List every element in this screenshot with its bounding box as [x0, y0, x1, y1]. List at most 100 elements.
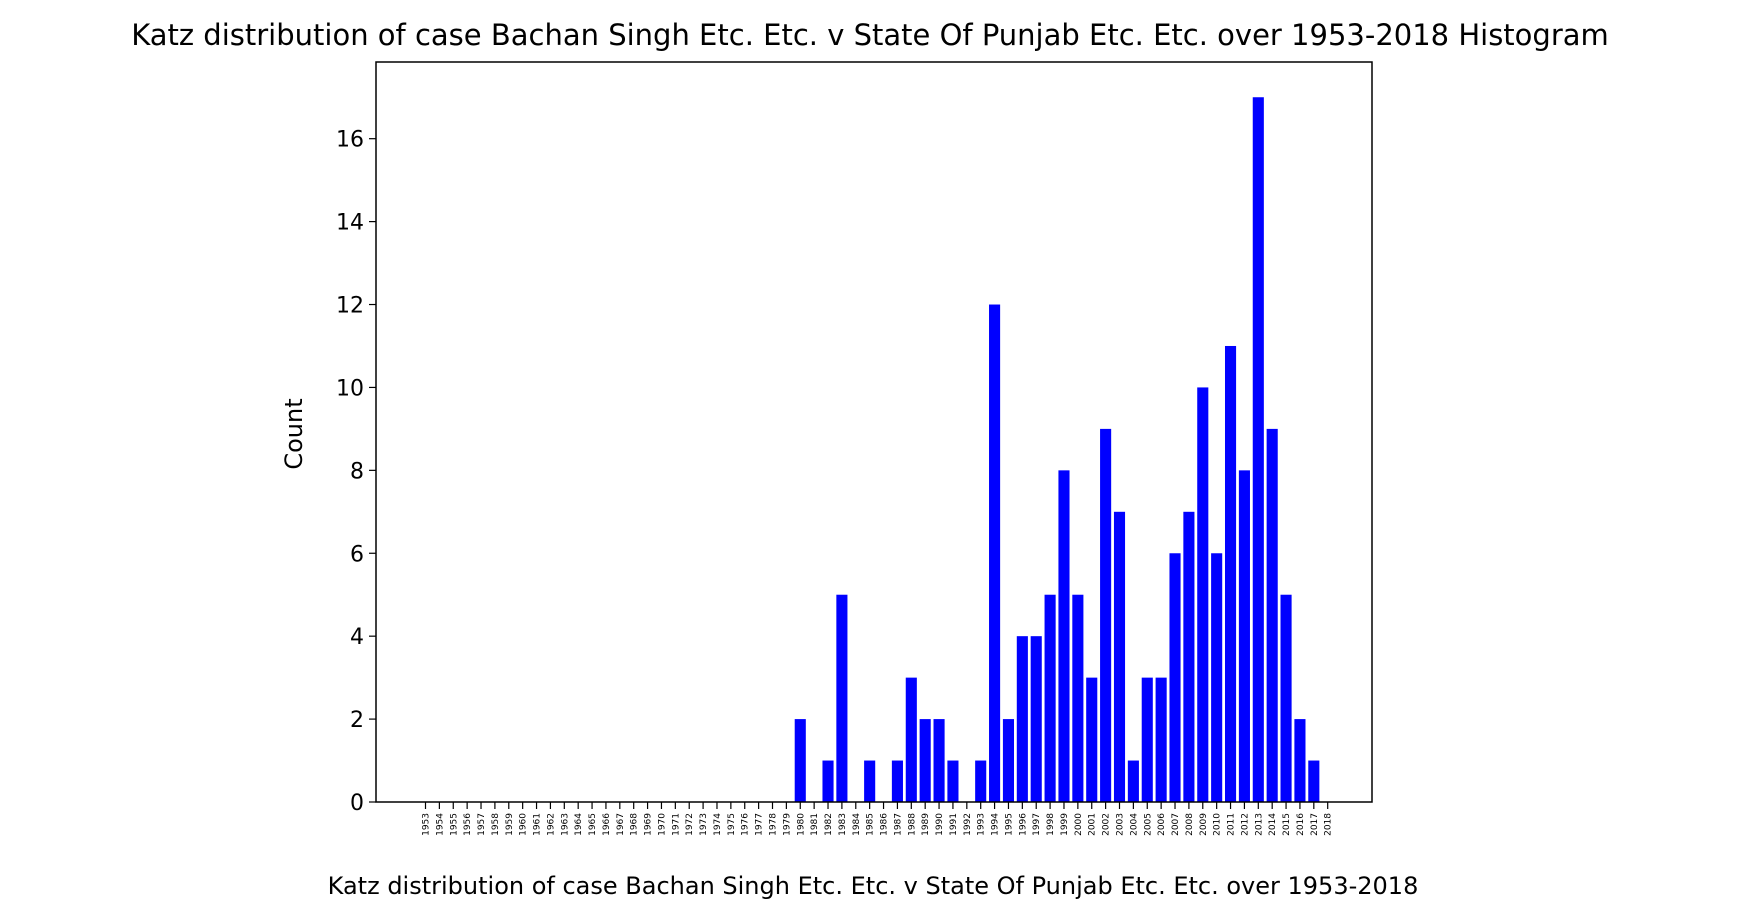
x-tick-label: 1965 [588, 813, 598, 836]
x-tick-label: 1955 [449, 813, 459, 836]
bar-1982 [822, 760, 834, 802]
x-tick-label: 1995 [1004, 813, 1014, 836]
x-tick-label: 2017 [1310, 813, 1320, 836]
x-tick-label: 2003 [1116, 813, 1126, 836]
x-tick-label: 1974 [713, 813, 723, 836]
x-tick-label: 1959 [505, 813, 515, 836]
x-tick-label: 1957 [477, 813, 487, 836]
y-tick-label: 12 [336, 294, 364, 319]
x-tick-label: 2011 [1227, 813, 1237, 836]
x-tick-label: 1953 [422, 813, 432, 836]
bar-2000 [1072, 594, 1084, 802]
x-tick-label: 1989 [921, 813, 931, 836]
y-tick-label: 4 [350, 625, 364, 650]
x-tick-label: 2002 [1102, 813, 1112, 836]
x-tick-label: 1973 [699, 813, 709, 836]
x-tick-label: 1967 [616, 813, 626, 836]
x-tick-label: 2001 [1088, 813, 1098, 836]
x-tick-label: 2005 [1143, 813, 1153, 836]
x-tick-label: 1972 [685, 813, 695, 836]
x-tick-label: 1985 [866, 813, 876, 836]
x-tick-label: 1980 [796, 813, 806, 836]
x-tick-label: 1976 [741, 813, 751, 836]
plot-area-frame [375, 61, 1373, 803]
bar-2008 [1183, 511, 1195, 802]
x-tick-label: 1988 [907, 813, 917, 836]
bar-1994 [989, 304, 1001, 802]
bar-1989 [919, 719, 931, 802]
x-tick-label: 1958 [491, 813, 501, 836]
y-tick-label: 2 [350, 708, 364, 733]
y-axis-ticks: 0 2 4 6 8 10 12 14 16 [336, 128, 376, 816]
y-tick-label: 8 [350, 459, 364, 484]
bar-2006 [1155, 677, 1167, 802]
bar-2001 [1086, 677, 1098, 802]
bar-1987 [891, 760, 903, 802]
x-tick-label: 2010 [1213, 813, 1223, 836]
bar-1980 [794, 719, 806, 802]
x-tick-label: 2007 [1171, 813, 1181, 836]
x-tick-label: 1984 [852, 813, 862, 836]
x-tick-label: 1990 [935, 813, 945, 836]
y-tick-label: 14 [336, 211, 364, 236]
bar-1991 [947, 760, 959, 802]
bars-layer [794, 97, 1320, 803]
bar-1990 [933, 719, 945, 802]
x-tick-label: 1975 [727, 813, 737, 836]
x-tick-label: 1998 [1046, 813, 1056, 836]
x-tick-label: 1999 [1060, 813, 1070, 836]
x-tick-label: 2009 [1199, 813, 1209, 836]
bar-2012 [1238, 470, 1250, 802]
bar-2017 [1308, 760, 1320, 802]
bar-2007 [1169, 553, 1181, 802]
x-tick-label: 1996 [1018, 813, 1028, 836]
x-tick-label: 2015 [1282, 813, 1292, 836]
x-tick-label: 1983 [838, 813, 848, 836]
x-tick-label: 2016 [1296, 813, 1306, 836]
x-axis-label: Katz distribution of case Bachan Singh E… [328, 872, 1419, 900]
bar-1993 [975, 760, 987, 802]
x-tick-label: 1993 [977, 813, 987, 836]
bar-1996 [1016, 636, 1028, 802]
x-tick-label: 1970 [657, 813, 667, 836]
x-tick-label: 1979 [782, 813, 792, 836]
x-axis-ticks: 1953 1954 1955 1956 1957 1958 1959 1960 1961 1962… [422, 802, 1334, 836]
x-tick-label: 1964 [574, 813, 584, 836]
x-tick-label: 1969 [644, 813, 654, 836]
bar-1999 [1058, 470, 1070, 802]
bar-2004 [1127, 760, 1139, 802]
x-tick-label: 1991 [949, 813, 959, 836]
x-tick-label: 1981 [810, 813, 820, 836]
x-tick-label: 2012 [1240, 813, 1250, 836]
x-tick-label: 1987 [893, 813, 903, 836]
x-tick-label: 1961 [533, 813, 543, 836]
y-tick-label: 6 [350, 542, 364, 567]
x-tick-label: 2004 [1129, 813, 1139, 836]
y-tick-label: 10 [336, 376, 364, 401]
chart-title: Katz distribution of case Bachan Singh E… [131, 18, 1609, 52]
x-tick-label: 2013 [1254, 813, 1264, 836]
x-tick-label: 1968 [630, 813, 640, 836]
x-tick-label: 2006 [1157, 813, 1167, 836]
x-tick-label: 1992 [963, 813, 973, 836]
x-tick-label: 2008 [1185, 813, 1195, 836]
x-tick-label: 2014 [1268, 813, 1278, 836]
y-tick-label: 16 [336, 128, 364, 153]
x-tick-label: 1982 [824, 813, 834, 836]
bar-2002 [1100, 428, 1112, 802]
x-tick-label: 1963 [560, 813, 570, 836]
bar-2009 [1197, 387, 1209, 802]
bar-1985 [864, 760, 876, 802]
x-tick-label: 1956 [463, 813, 473, 836]
bar-2013 [1252, 97, 1264, 803]
x-tick-label: 1978 [769, 813, 779, 836]
bar-2010 [1211, 553, 1223, 802]
x-tick-label: 1977 [755, 813, 765, 836]
x-tick-label: 1960 [519, 813, 529, 836]
x-tick-label: 1997 [1032, 813, 1042, 836]
bar-1983 [836, 594, 848, 802]
x-tick-label: 1994 [991, 813, 1001, 836]
x-tick-label: 1986 [880, 813, 890, 836]
bar-1997 [1030, 636, 1042, 802]
